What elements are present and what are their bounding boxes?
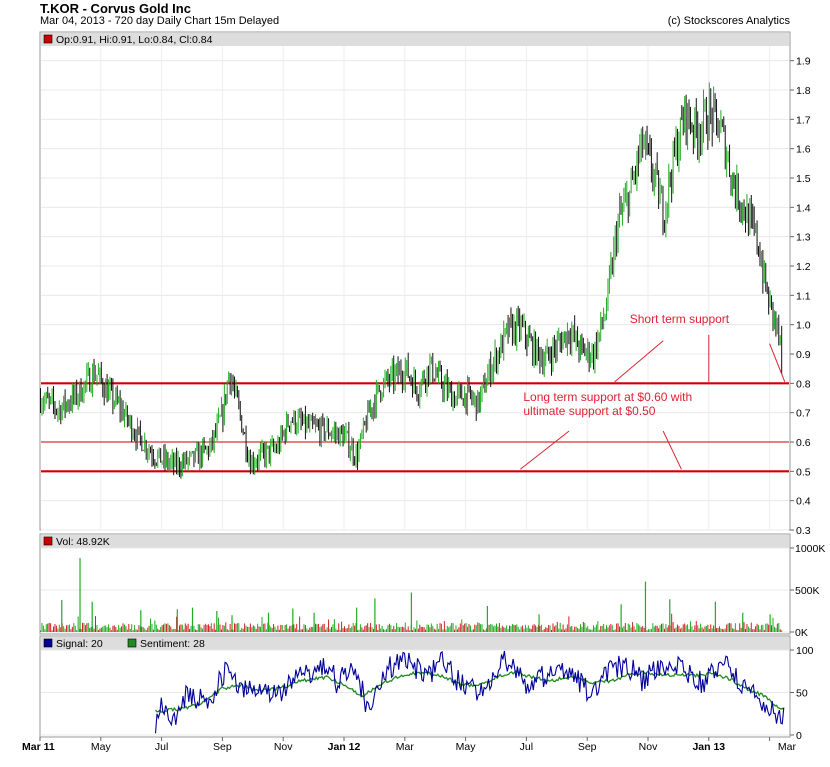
- price-tick-label: 1.8: [796, 85, 811, 97]
- volume-tick-label: 1000K: [795, 543, 825, 555]
- x-tick-label: Mar 11: [22, 741, 55, 753]
- volume-bars: [40, 558, 783, 632]
- x-tick-label: May: [91, 741, 112, 753]
- indicator-legend-bar: [41, 637, 789, 650]
- annotation-line: ultimate support at $0.50: [523, 404, 655, 418]
- volume-legend-swatch: [43, 536, 53, 546]
- price-tick-label: 1.2: [796, 261, 811, 273]
- price-y-axis: 0.3 0.4 0.5 0.6 0.7 0.8 0.9 1.0 1.1 1.2 1.3 1.4 1.5 1…: [790, 56, 811, 537]
- price-tick-label: 0.4: [796, 496, 811, 508]
- volume-y-axis: 1000K 500K 0K: [790, 543, 825, 639]
- annotation-arrows: [520, 334, 786, 470]
- price-tick-label: 0.9: [796, 349, 811, 361]
- price-tick-label: 1.9: [796, 56, 811, 68]
- x-tick-label: Nov: [639, 741, 658, 753]
- x-tick-label: Jan 12: [328, 741, 361, 753]
- chart-subtitle: Mar 04, 2013 - 720 day Daily Chart 15m D…: [40, 15, 280, 27]
- annotation-arrow: [614, 340, 664, 383]
- price-tick-label: 1.6: [796, 144, 811, 156]
- volume-panel-frame: [39, 533, 791, 635]
- x-tick-label: Jul: [155, 741, 168, 753]
- x-tick-label: Jul: [520, 741, 533, 753]
- x-axis: Mar 11 May Jul Sep Nov Jan 12 Mar May Jul Sep Nov J…: [22, 737, 796, 753]
- volume-legend-bar: [41, 535, 789, 548]
- price-tick-label: 1.7: [796, 114, 811, 126]
- annotation-arrow: [520, 430, 570, 470]
- price-legend-bar: [41, 33, 789, 46]
- indicator-tick-label: 50: [796, 688, 808, 700]
- price-tick-label: 0.7: [796, 408, 811, 420]
- annotation-arrow: [662, 430, 682, 470]
- price-candles: [40, 82, 783, 479]
- signal-legend-text: Signal: 20: [56, 638, 103, 650]
- price-tick-label: 1.5: [796, 173, 811, 185]
- indicator-tick-label: 100: [796, 645, 814, 657]
- price-tick-label: 0.5: [796, 466, 811, 478]
- signal-line: [154, 650, 785, 734]
- price-panel-frame: [39, 31, 791, 531]
- price-legend-text: Op:0.91, Hi:0.91, Lo:0.84, Cl:0.84: [56, 34, 213, 46]
- indicator-panel-frame: [39, 635, 791, 738]
- price-tick-label: 1.3: [796, 232, 811, 244]
- sentiment-legend-text: Sentiment: 28: [140, 638, 205, 650]
- volume-tick-label: 500K: [795, 585, 820, 597]
- annotation-arrow: [769, 343, 786, 383]
- annotation-line: Short term support: [630, 312, 730, 326]
- annotation-text: Short term support: [630, 312, 730, 326]
- price-tick-label: 1.1: [796, 290, 811, 302]
- price-tick-label: 0.6: [796, 437, 811, 449]
- x-tick-label: Jan 13: [692, 741, 725, 753]
- sentiment-legend-swatch: [127, 638, 137, 648]
- price-tick-label: 0.3: [796, 525, 811, 537]
- chart-title: T.KOR - Corvus Gold Inc: [40, 1, 191, 16]
- indicator-y-axis: 100 50 0: [790, 645, 814, 742]
- price-legend-swatch: [43, 34, 53, 44]
- x-tick-label: Nov: [274, 741, 293, 753]
- volume-legend-text: Vol: 48.92K: [56, 536, 110, 548]
- indicator-tick-label: 0: [796, 730, 802, 742]
- price-tick-label: 0.8: [796, 378, 811, 390]
- x-tick-label: Mar: [396, 741, 415, 753]
- annotation-text: Long term support at $0.60 with ultimate …: [523, 390, 692, 418]
- price-tick-label: 1.4: [796, 202, 811, 214]
- x-tick-label: Sep: [578, 741, 597, 753]
- x-tick-label: May: [456, 741, 477, 753]
- x-tick-label: Sep: [213, 741, 232, 753]
- annotations: Short term support Long term support at $…: [523, 312, 729, 418]
- signal-legend-swatch: [43, 638, 53, 648]
- x-tick-label: Mar: [778, 741, 797, 753]
- price-tick-label: 1.0: [796, 320, 811, 332]
- indicator-gridlines: [41, 649, 789, 736]
- chart-credit: (c) Stockscores Analytics: [667, 15, 790, 27]
- annotation-line: Long term support at $0.60 with: [523, 390, 692, 404]
- volume-tick-label: 0K: [795, 627, 808, 639]
